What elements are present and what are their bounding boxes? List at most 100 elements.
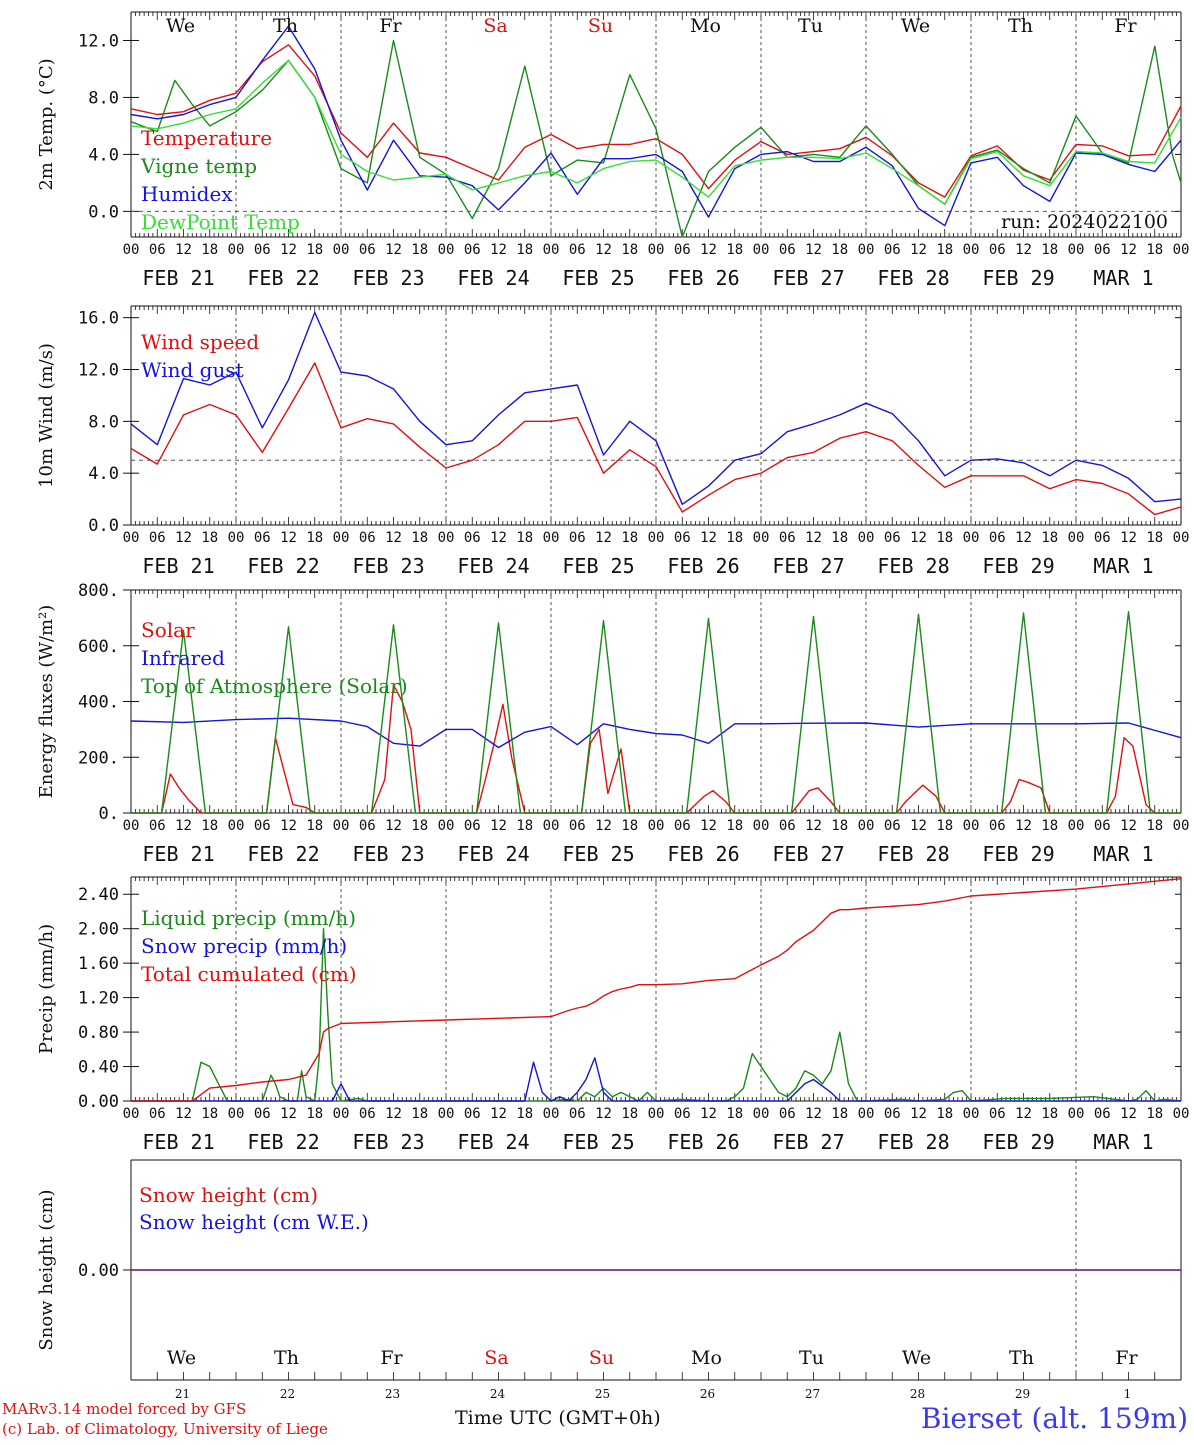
hour-tick-label: 12 <box>1015 818 1032 834</box>
hour-tick-label: 00 <box>648 530 665 546</box>
date-label: FEB 23 <box>352 554 424 578</box>
hour-tick-label: 00 <box>648 242 665 258</box>
legend-entry: DewPoint Temp <box>141 210 300 234</box>
hour-tick-label: 00 <box>1173 530 1190 546</box>
hour-tick-label: 18 <box>621 530 638 546</box>
hour-tick-label: 12 <box>595 1106 612 1122</box>
legend-entry: Total cumulated (cm) <box>141 962 357 986</box>
day-number-label: 27 <box>805 1387 820 1401</box>
hour-tick-label: 12 <box>805 1106 822 1122</box>
hour-tick-label: 12 <box>595 818 612 834</box>
date-label: FEB 24 <box>457 554 529 578</box>
hour-tick-label: 06 <box>149 818 166 834</box>
hour-tick-label: 06 <box>464 1106 481 1122</box>
hour-tick-label: 00 <box>438 530 455 546</box>
hour-tick-label: 18 <box>1146 1106 1163 1122</box>
hour-tick-label: 12 <box>280 530 297 546</box>
hour-tick-label: 12 <box>385 530 402 546</box>
date-label: FEB 26 <box>667 266 739 290</box>
hour-tick-label: 06 <box>464 818 481 834</box>
hour-tick-label: 18 <box>1041 530 1058 546</box>
hour-tick-label: 00 <box>333 1106 350 1122</box>
legend-entry: Wind speed <box>141 330 259 354</box>
hour-tick-label: 06 <box>359 242 376 258</box>
hour-tick-label: 12 <box>175 530 192 546</box>
hour-tick-label: 06 <box>1094 1106 1111 1122</box>
hour-tick-label: 18 <box>621 818 638 834</box>
y-tick-label: 0.0 <box>88 202 119 222</box>
hour-tick-label: 18 <box>831 1106 848 1122</box>
y-tick-label: 12.0 <box>78 360 119 380</box>
series-line-total-cumulated-cm- <box>131 878 1182 1102</box>
date-label: FEB 26 <box>667 1130 739 1154</box>
date-label: FEB 22 <box>247 266 319 290</box>
hour-tick-label: 06 <box>464 242 481 258</box>
series-line-snow-precip-mm-h- <box>131 1057 1181 1102</box>
hour-tick-label: 18 <box>411 818 428 834</box>
hour-tick-label: 00 <box>1068 818 1085 834</box>
hour-tick-label: 18 <box>516 818 533 834</box>
y-tick-label: 600. <box>78 637 119 657</box>
hour-tick-label: 06 <box>674 1106 691 1122</box>
hour-tick-label: 00 <box>858 1106 875 1122</box>
hour-tick-label: 06 <box>779 242 796 258</box>
hour-tick-label: 18 <box>1041 242 1058 258</box>
hour-tick-label: 12 <box>490 818 507 834</box>
hour-tick-label: 12 <box>1120 1106 1137 1122</box>
hour-tick-label: 06 <box>674 242 691 258</box>
hour-tick-label: 06 <box>464 530 481 546</box>
date-label: FEB 25 <box>562 842 634 866</box>
day-name-label: Fr <box>1115 1347 1138 1369</box>
hour-tick-label: 00 <box>438 242 455 258</box>
date-label: FEB 29 <box>982 554 1054 578</box>
hour-tick-label: 06 <box>1094 530 1111 546</box>
hour-tick-label: 12 <box>595 242 612 258</box>
day-name-label: Fr <box>380 1347 403 1369</box>
hour-tick-label: 06 <box>674 818 691 834</box>
series-line-wind-gust <box>130 311 1182 505</box>
date-label: FEB 27 <box>772 842 844 866</box>
hour-tick-label: 06 <box>884 818 901 834</box>
y-tick-label: 4.0 <box>88 464 119 484</box>
legend-entry: Snow height (cm W.E.) <box>139 1210 369 1234</box>
y-tick-label: 1.20 <box>78 989 119 1009</box>
hour-tick-label: 00 <box>858 530 875 546</box>
hour-tick-label: 18 <box>936 530 953 546</box>
hour-tick-label: 00 <box>438 1106 455 1122</box>
y-tick-label: 8.0 <box>88 412 119 432</box>
hour-tick-label: 06 <box>359 530 376 546</box>
footer-xlabel: Time UTC (GMT+0h) <box>455 1407 661 1429</box>
date-label: FEB 26 <box>667 554 739 578</box>
date-label: MAR 1 <box>1093 266 1153 290</box>
hour-tick-label: 18 <box>1146 242 1163 258</box>
y-tick-label: 8.0 <box>88 88 119 108</box>
hour-tick-label: 18 <box>1146 818 1163 834</box>
footer-model: MARv3.14 model forced by GFS <box>2 1400 246 1418</box>
y-tick-label: 12.0 <box>78 31 119 51</box>
hour-tick-label: 18 <box>201 242 218 258</box>
hour-tick-label: 00 <box>333 818 350 834</box>
hour-tick-label: 12 <box>700 242 717 258</box>
hour-tick-label: 18 <box>726 1106 743 1122</box>
hour-tick-label: 00 <box>438 818 455 834</box>
hour-tick-label: 12 <box>1120 818 1137 834</box>
hour-tick-label: 00 <box>123 530 140 546</box>
day-number-label: 26 <box>700 1387 715 1401</box>
hour-tick-label: 12 <box>280 818 297 834</box>
date-label: FEB 21 <box>142 554 214 578</box>
y-tick-label: 200. <box>78 748 119 768</box>
legend-entry: Wind gust <box>141 358 244 382</box>
series-line-dewpoint-temp <box>130 59 1182 205</box>
day-name-label: Fr <box>379 15 402 37</box>
series-line-infrared <box>130 717 1182 749</box>
hour-tick-label: 12 <box>385 818 402 834</box>
hour-tick-label: 00 <box>543 818 560 834</box>
hour-tick-label: 12 <box>385 1106 402 1122</box>
hour-tick-label: 00 <box>648 1106 665 1122</box>
hour-tick-label: 18 <box>306 242 323 258</box>
series-line-wind-speed <box>130 362 1182 516</box>
hour-tick-label: 00 <box>123 1106 140 1122</box>
hour-tick-label: 00 <box>123 242 140 258</box>
